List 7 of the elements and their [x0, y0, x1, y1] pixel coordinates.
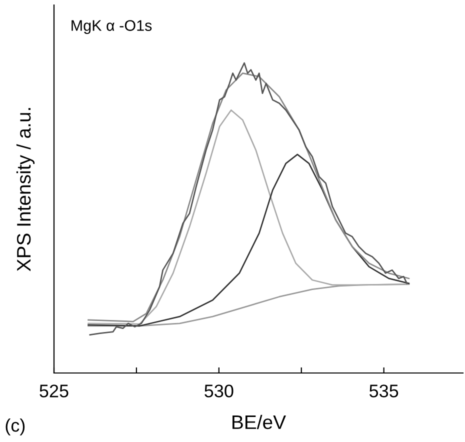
text: MgK α -O1s: [72, 20, 152, 34]
x-axis-title: BE/eV: [232, 414, 286, 430]
y-axis-title: XPS Intensity / a.u.: [16, 108, 35, 272]
x-tick-label: 535: [370, 384, 398, 398]
x-tick-label: 530: [204, 384, 234, 398]
text: (c): [6, 418, 25, 436]
x-tick-label: 525: [40, 384, 68, 398]
